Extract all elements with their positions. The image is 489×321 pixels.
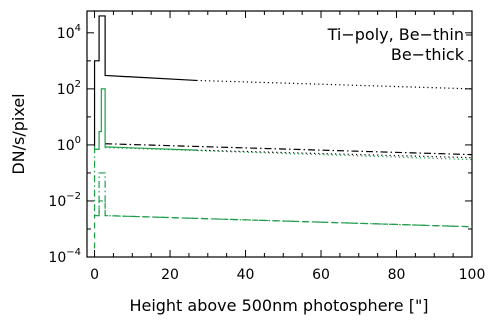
series-line-2 <box>196 79 473 90</box>
x-axis-label: Height above 500nm photosphere ["] <box>129 296 428 315</box>
series-layer <box>93 15 473 249</box>
series-line-8 <box>93 146 473 228</box>
x-tick-label: 60 <box>312 267 330 283</box>
x-tick-label: 20 <box>161 267 179 283</box>
y-axis-label: DN/s/pixel <box>9 93 28 174</box>
y-tick-label: 104 <box>57 23 81 42</box>
series-line-4 <box>94 88 197 151</box>
y-tick-label: 10−4 <box>48 247 81 266</box>
legend-entry-2: Be−thick <box>391 45 465 64</box>
x-tick-label: 100 <box>459 267 486 283</box>
x-tick-label: 40 <box>237 267 255 283</box>
series-line-1 <box>93 15 197 147</box>
x-tick-label: 80 <box>388 267 406 283</box>
series-line-3 <box>105 143 473 156</box>
y-tick-label: 102 <box>57 79 81 98</box>
x-ticks: 0 20 40 60 80 100 <box>90 11 485 283</box>
x-tick-label: 0 <box>90 267 99 283</box>
y-tick-label: 100 <box>57 135 81 154</box>
plot-frame <box>86 10 473 258</box>
series-line-6 <box>105 147 473 161</box>
legend-entry-1: Ti−poly, Be−thin <box>327 25 464 44</box>
y-tick-label: 10−2 <box>48 191 81 210</box>
series-line-7 <box>93 200 473 249</box>
y-ticks: 10−4 10−2 100 102 104 <box>48 23 472 266</box>
